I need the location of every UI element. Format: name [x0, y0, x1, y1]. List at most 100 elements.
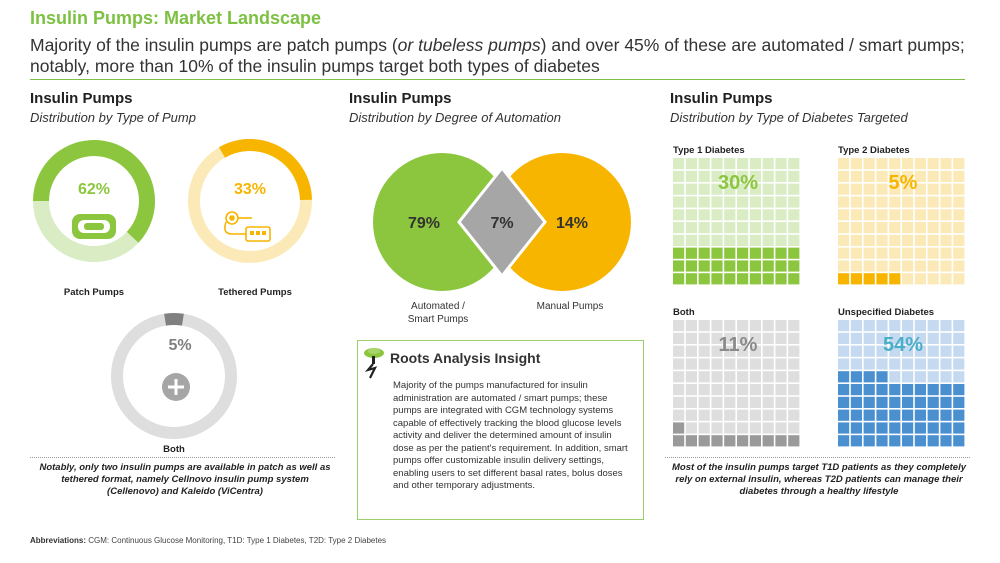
waffle-cell-filled [788, 260, 800, 272]
waffle-pct-label: 11% [719, 334, 758, 356]
waffle-cell-filled [863, 422, 875, 434]
waffle-cell-empty [876, 358, 888, 370]
panel1-heading: Insulin Pumps [30, 90, 133, 107]
waffle-cell-empty [737, 209, 749, 221]
waffle-cell-empty [927, 247, 939, 259]
pump-type-chart: 62% 33% 5% [33, 139, 312, 439]
waffle-cell-filled [953, 409, 965, 421]
waffle-cell-empty [762, 170, 774, 182]
waffle-cell-filled [940, 422, 952, 434]
waffle-cell-empty [953, 332, 965, 344]
waffle-cell-filled [863, 409, 875, 421]
waffle-cell-filled [914, 384, 926, 396]
waffle-cell-empty [914, 320, 926, 332]
patch-pct-label: 62% [78, 181, 110, 198]
panel3-note: Most of the insulin pumps target T1D pat… [671, 462, 967, 497]
waffle-cell-empty [953, 222, 965, 234]
waffle-cell-empty [724, 234, 736, 246]
waffle-cell-empty [724, 358, 736, 370]
waffle-cell-empty [737, 384, 749, 396]
waffle-cell-filled [902, 409, 914, 421]
waffle-cell-empty [902, 183, 914, 195]
waffle-cell-empty [927, 196, 939, 208]
waffle-cell-empty [940, 358, 952, 370]
venn-manual-pct: 14% [556, 215, 588, 232]
waffle-cell-empty [838, 170, 850, 182]
tethered-pct-label: 33% [234, 181, 266, 198]
waffle-cell-filled [953, 384, 965, 396]
waffle-cell-empty [850, 260, 862, 272]
panel3-subheading: Distribution by Type of Diabetes Targete… [670, 110, 908, 125]
waffle-cell-empty [876, 234, 888, 246]
waffle-cell-empty [737, 371, 749, 383]
waffle-cell-empty [788, 384, 800, 396]
waffle-cell-empty [775, 371, 787, 383]
waffle-cell-filled [775, 273, 787, 285]
waffle-cell-empty [876, 222, 888, 234]
waffle-cell-empty [927, 234, 939, 246]
waffle-cell-filled [876, 396, 888, 408]
waffle-cell-empty [889, 170, 901, 182]
waffle-cell-empty [711, 222, 723, 234]
waffle-cell-empty [902, 320, 914, 332]
waffle-cell-empty [737, 358, 749, 370]
waffle-cell-empty [724, 409, 736, 421]
waffle-cell-empty [927, 273, 939, 285]
waffle-cell-empty [850, 196, 862, 208]
waffle-cell-filled [889, 273, 901, 285]
waffle-cell-empty [838, 260, 850, 272]
waffle-cell-empty [737, 170, 749, 182]
waffle-cell-filled [788, 247, 800, 259]
waffle-cell-empty [711, 158, 723, 170]
waffle-cell-empty [914, 260, 926, 272]
waffle-both-title: Both [673, 307, 695, 318]
waffle-cell-empty [850, 247, 862, 259]
waffle-cell-empty [889, 358, 901, 370]
waffle-cell-empty [850, 170, 862, 182]
waffle-cell-empty [902, 222, 914, 234]
waffle-cell-empty [711, 332, 723, 344]
waffle-cell-empty [863, 247, 875, 259]
waffle-cell-filled [889, 396, 901, 408]
waffle-cell-filled [863, 435, 875, 447]
waffle-cell-empty [685, 234, 697, 246]
waffle-cell-filled [914, 422, 926, 434]
waffle-cell-empty [749, 371, 761, 383]
waffle-cell-empty [902, 332, 914, 344]
panel3-heading: Insulin Pumps [670, 90, 773, 107]
waffle-cell-empty [953, 170, 965, 182]
waffle-cell-filled [850, 422, 862, 434]
waffle-cell-filled [698, 435, 710, 447]
waffle-cell-filled [673, 260, 685, 272]
tethered-pumps-label: Tethered Pumps [218, 287, 292, 298]
waffle-cell-empty [685, 183, 697, 195]
tree-logo-icon [364, 348, 384, 379]
waffle-cell-filled [927, 384, 939, 396]
waffle-cell-empty [749, 196, 761, 208]
waffle-cell-empty [762, 320, 774, 332]
waffle-cell-filled [775, 435, 787, 447]
waffle-cell-empty [749, 170, 761, 182]
waffle-cell-empty [762, 158, 774, 170]
waffle-cell-empty [940, 234, 952, 246]
waffle-cell-empty [914, 183, 926, 195]
waffle-cell-empty [788, 396, 800, 408]
waffle-cell-empty [685, 196, 697, 208]
waffle-cell-empty [902, 196, 914, 208]
waffle-cell-filled [940, 396, 952, 408]
waffle-cell-empty [737, 158, 749, 170]
waffle-cell-empty [838, 183, 850, 195]
waffle-cell-filled [737, 273, 749, 285]
waffle-cell-empty [914, 332, 926, 344]
waffle-cell-empty [788, 345, 800, 357]
tethered-pump-icon [224, 211, 271, 242]
panel2-heading: Insulin Pumps [349, 90, 452, 107]
waffle-cell-empty [838, 247, 850, 259]
waffle-cell-empty [698, 396, 710, 408]
waffle-cell-filled [838, 273, 850, 285]
waffle-cell-empty [863, 196, 875, 208]
waffle-cell-empty [762, 345, 774, 357]
waffle-cell-empty [889, 183, 901, 195]
waffle-cell-empty [788, 234, 800, 246]
waffle-unspecified-title: Unspecified Diabetes [838, 307, 935, 318]
